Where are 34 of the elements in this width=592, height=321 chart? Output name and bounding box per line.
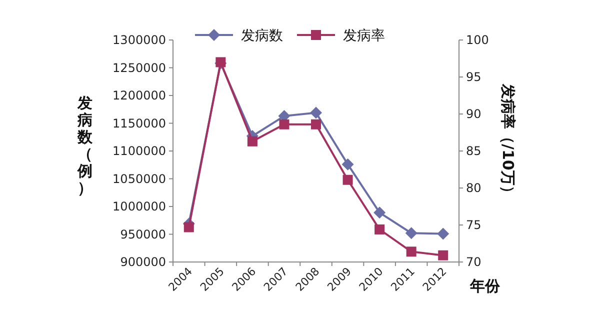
y2-tick-label: 90	[466, 107, 482, 121]
legend-label: 发病数	[241, 28, 283, 44]
y-tick-label: 1300000	[112, 33, 166, 47]
y2-tick-label: 70	[466, 255, 482, 269]
point	[406, 246, 416, 257]
y2-axis-title: 发病率（/10万）	[499, 83, 517, 200]
y-tick-label: 1050000	[112, 172, 166, 186]
point	[374, 224, 385, 234]
y-tick-label: 1250000	[112, 60, 166, 75]
point	[310, 106, 322, 119]
y2-tick-label: 75	[466, 218, 482, 232]
y2-tick-label: 100	[466, 33, 489, 47]
y-tick-label: 1150000	[112, 116, 166, 130]
point	[437, 228, 450, 240]
y2-tick-label: 80	[466, 181, 482, 195]
y-tick-label: 1000000	[112, 200, 166, 214]
point	[405, 227, 418, 240]
point	[438, 250, 448, 260]
y-tick-label: 1100000	[112, 144, 166, 158]
point	[342, 174, 353, 185]
point	[311, 119, 321, 130]
y-tick-label: 1200000	[112, 88, 166, 102]
point	[342, 158, 354, 170]
y2-tick-label: 85	[466, 144, 482, 158]
y-axis-title: 发病数（例）	[76, 94, 94, 197]
legend-label: 发病率	[343, 28, 385, 44]
y-tick-label: 900000	[120, 255, 166, 269]
y-tick-label: 950000	[120, 227, 166, 242]
point	[184, 222, 194, 232]
y2-tick-label: 95	[466, 70, 482, 84]
point	[374, 206, 386, 219]
point	[247, 136, 258, 146]
x-axis-title: 年份	[469, 277, 501, 295]
point	[279, 119, 290, 130]
